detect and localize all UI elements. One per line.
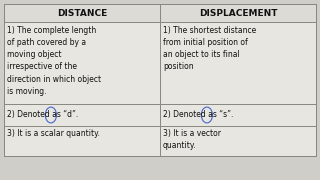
Bar (4, 126, 160, 156)
Text: 3) It is a scalar quantity.: 3) It is a scalar quantity. (7, 129, 100, 138)
Bar (160, 104, 316, 126)
Text: 1) The complete length
of path covered by a
moving object
irrespective of the
di: 1) The complete length of path covered b… (7, 26, 101, 96)
Bar (4, 22, 160, 104)
Bar (4, 4, 316, 156)
Bar (160, 126, 316, 156)
Bar (160, 4, 316, 22)
Text: 2) Denoted as “s”.: 2) Denoted as “s”. (163, 111, 233, 120)
Bar (4, 4, 160, 22)
Text: 2) Denoted as “d”.: 2) Denoted as “d”. (7, 111, 78, 120)
Text: DISTANCE: DISTANCE (57, 8, 107, 17)
Bar (160, 22, 316, 104)
Text: 1) The shortest distance
from initial position of
an object to its final
positio: 1) The shortest distance from initial po… (163, 26, 256, 71)
Text: 3) It is a vector
quantity.: 3) It is a vector quantity. (163, 129, 221, 150)
Text: DISPLACEMENT: DISPLACEMENT (199, 8, 277, 17)
Bar (4, 104, 160, 126)
